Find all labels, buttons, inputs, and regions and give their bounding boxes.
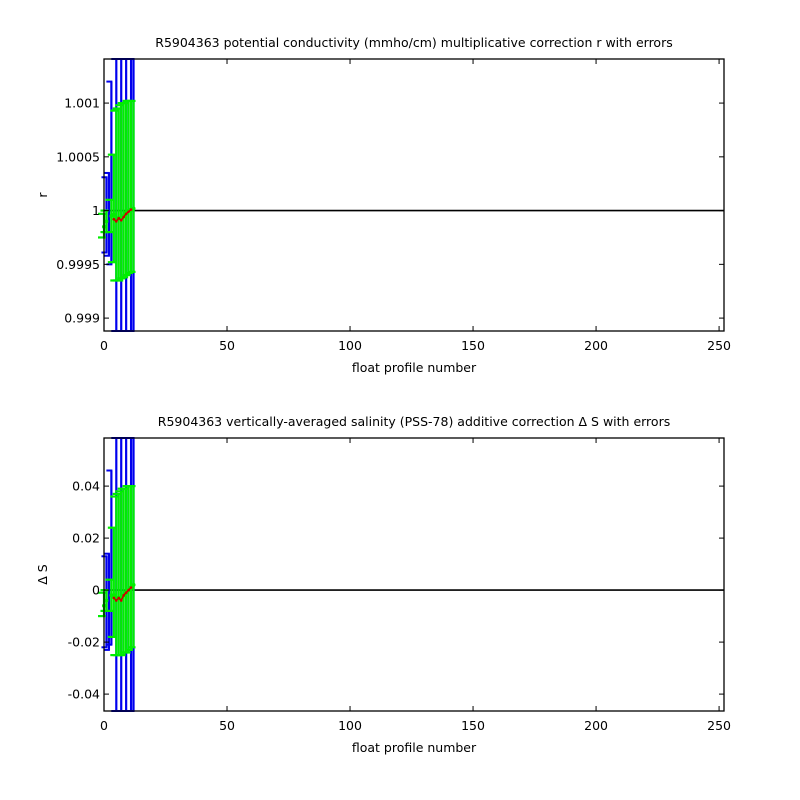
red-data-point <box>129 208 133 211</box>
y-tick-label: 0.04 <box>72 479 100 494</box>
x-axis-label: float profile number <box>352 740 477 755</box>
green-data-point <box>131 582 136 587</box>
red-data-point <box>112 217 116 221</box>
y-tick-label: 0.999 <box>64 311 100 326</box>
red-data-point <box>119 218 123 222</box>
x-tick-label: 200 <box>584 338 608 353</box>
x-tick-label: 150 <box>461 338 485 353</box>
red-data-point <box>112 596 116 600</box>
red-data-point <box>127 210 130 213</box>
green-error-bar <box>127 99 136 273</box>
x-tick-label: 200 <box>584 718 608 733</box>
plot-frame <box>103 58 725 332</box>
red-data-point <box>115 220 118 223</box>
blue-error-bar <box>103 552 111 651</box>
green-data-point <box>111 593 116 598</box>
red-data-point <box>122 215 125 219</box>
y-tick-label: 1.0005 <box>56 149 100 164</box>
x-tick-label: 0 <box>100 338 108 353</box>
green-error-bar <box>107 153 116 264</box>
red-data-point <box>122 594 125 597</box>
y-tick-label: -0.04 <box>68 687 100 702</box>
green-data-point <box>111 212 116 217</box>
y-tick-label: 1.001 <box>64 96 100 111</box>
red-data-point <box>119 599 123 602</box>
y-tick-label: 1 <box>92 203 100 218</box>
green-error-bar <box>107 526 116 639</box>
x-tick-label: 100 <box>338 338 362 353</box>
x-tick-label: 50 <box>219 338 235 353</box>
y-tick-label: -0.02 <box>68 635 100 650</box>
x-tick-label: 150 <box>461 718 485 733</box>
red-data-point <box>124 591 128 594</box>
x-tick-label: 100 <box>338 718 362 733</box>
y-tick-label: 0 <box>92 583 100 598</box>
red-data-point <box>117 216 121 220</box>
x-tick-label: 50 <box>219 718 235 733</box>
red-data-point <box>124 212 128 216</box>
blue-error-bar <box>106 469 113 646</box>
green-data-point <box>104 598 109 603</box>
y-tick-label: 0.9995 <box>56 257 100 272</box>
blue-error-bar <box>103 171 111 257</box>
green-data-point <box>104 219 109 224</box>
green-data-point <box>131 206 136 211</box>
top-chart-panel: 0 50 100 150 200 250 0.999 0.9995 1 1.0005 1.001 R5… <box>35 35 731 375</box>
y-axis-label: Δ S <box>35 564 50 585</box>
x-tick-label: 0 <box>100 718 108 733</box>
red-data-point <box>117 596 121 600</box>
green-error-bar <box>127 485 136 649</box>
chart-title: R5904363 potential conductivity (mmho/cm… <box>155 35 672 50</box>
red-data-point <box>129 586 133 589</box>
y-tick-label: 0.02 <box>72 531 100 546</box>
x-axis-label: float profile number <box>352 360 477 375</box>
green-error-bar <box>105 198 114 234</box>
x-tick-label: 250 <box>707 718 731 733</box>
y-axis-label: r <box>35 192 50 198</box>
bottom-chart-panel: 0 50 100 150 200 250 -0.04 -0.02 0 0.02 0.04 R59043… <box>35 414 731 755</box>
plot-frame <box>103 437 725 712</box>
x-tick-label: 250 <box>707 338 731 353</box>
red-data-point <box>127 588 130 592</box>
red-data-point <box>115 599 118 602</box>
chart-title: R5904363 vertically-averaged salinity (P… <box>158 414 670 429</box>
